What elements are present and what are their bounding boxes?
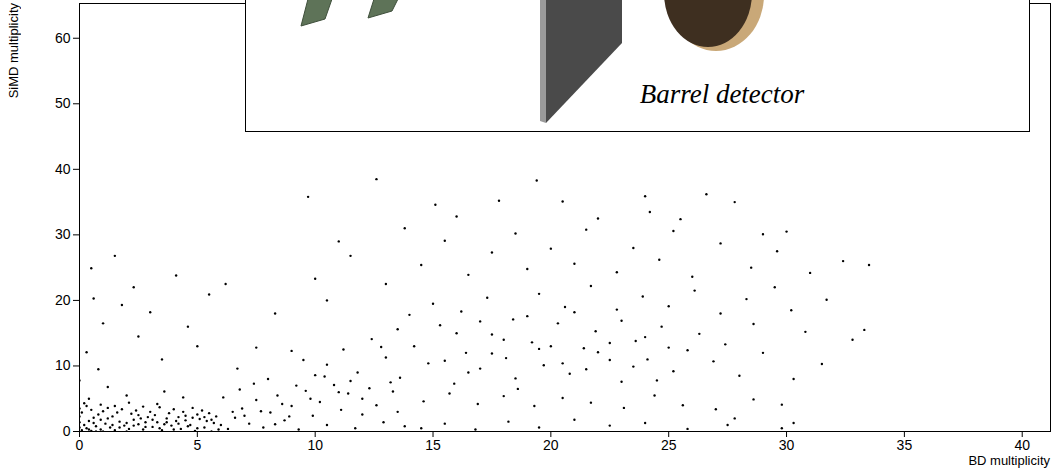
svg-text:0: 0 (63, 423, 71, 439)
html-text:BD multiplicity: BD multiplicity (968, 453, 1050, 468)
svg-text:15: 15 (425, 437, 441, 453)
svg-text:40: 40 (1014, 437, 1030, 453)
svg-text:10: 10 (307, 437, 323, 453)
svg-text:50: 50 (55, 95, 71, 111)
svg-text:60: 60 (55, 30, 71, 46)
svg-text:5: 5 (193, 437, 201, 453)
svg-text:Barrel detector: Barrel detector (640, 79, 805, 109)
svg-text:40: 40 (55, 161, 71, 177)
svg-text:0: 0 (76, 437, 84, 453)
svg-text:35: 35 (897, 437, 913, 453)
html-text:SiMD multiplicity: SiMD multiplicity (6, 3, 21, 99)
svg-text:30: 30 (779, 437, 795, 453)
svg-text:25: 25 (661, 437, 677, 453)
svg-text:20: 20 (543, 437, 559, 453)
svg-text:20: 20 (55, 292, 71, 308)
svg-text:30: 30 (55, 226, 71, 242)
svg-text:10: 10 (55, 357, 71, 373)
